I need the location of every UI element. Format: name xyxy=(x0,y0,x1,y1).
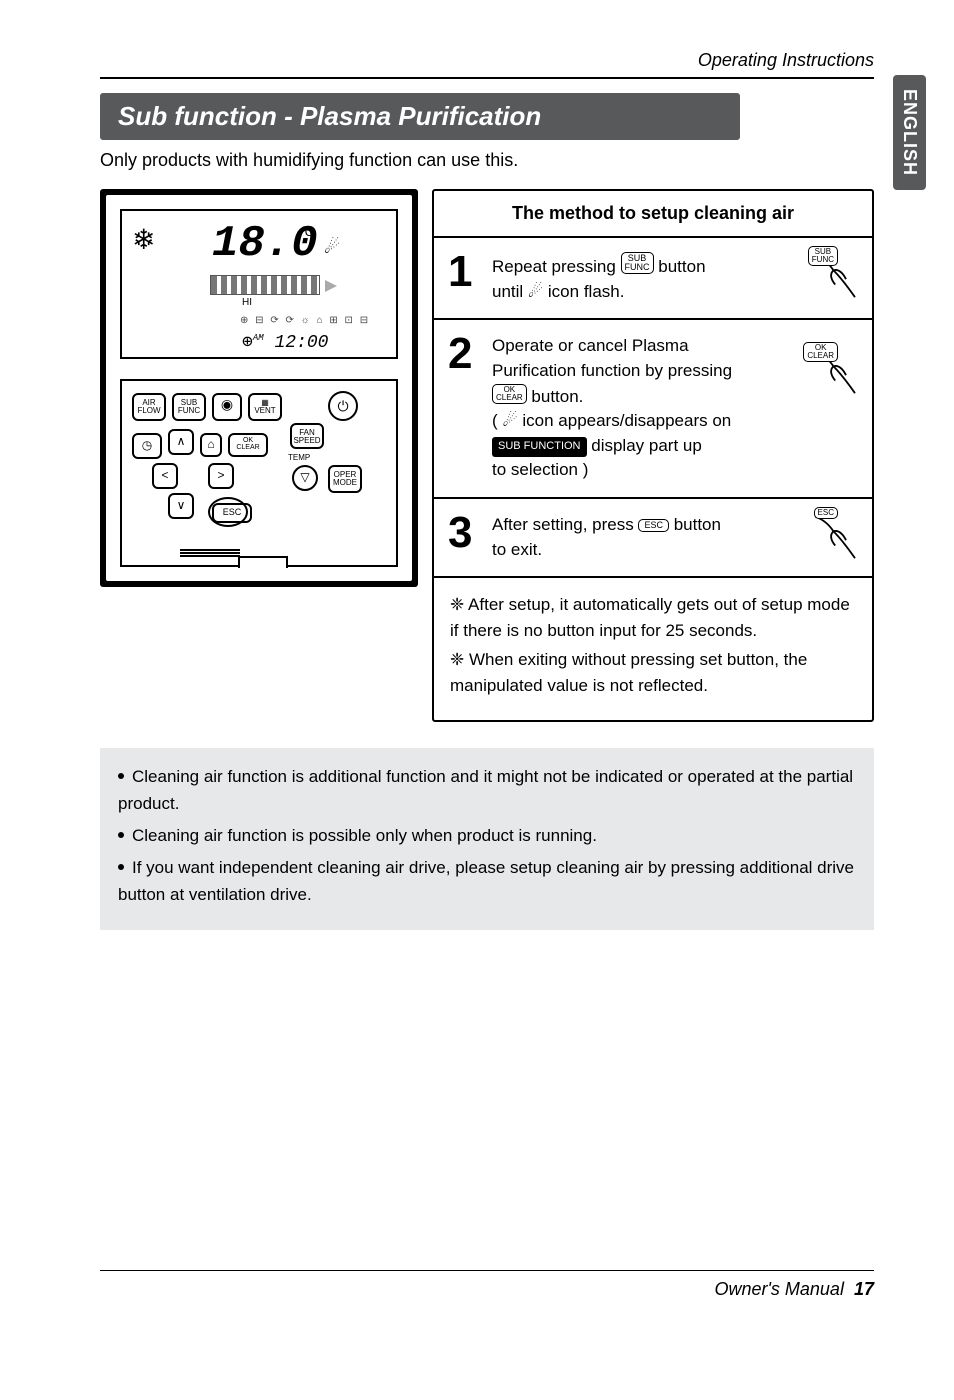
step-text: ( xyxy=(492,411,502,430)
air-flow-button: AIRFLOW xyxy=(132,393,166,421)
step-text: to selection ) xyxy=(492,460,588,479)
note-text: ❈ After setup, it automatically gets out… xyxy=(450,592,856,643)
lcd-time: 12:00 xyxy=(274,333,328,353)
remote-column: ❄ 18.0 °C ☄ HI ⊕ ⊟ ⟳ ⟳ ☼ ⌂ ⊞ ⊡ ⊟ ⊕AM 12:… xyxy=(100,189,418,587)
step-body: After setting, press ESC button to exit. xyxy=(492,513,858,562)
step-text: Repeat pressing xyxy=(492,257,621,276)
step-text: Purification function by pressing xyxy=(492,361,732,380)
clock-prefix-icon: ⊕ xyxy=(242,333,253,353)
nav-up-button: ∧ xyxy=(168,429,194,455)
step-number: 1 xyxy=(448,252,492,304)
fan-speed-button: FANSPEED xyxy=(290,423,324,449)
step-1: 1 Repeat pressing SUBFUNC button until ☄… xyxy=(434,238,872,320)
plasma-icon: ☄ xyxy=(324,237,340,258)
lcd-bars-icon xyxy=(210,275,320,295)
temp-down-button: ▽ xyxy=(292,465,318,491)
lcd-hi-label: HI xyxy=(242,297,252,308)
sub-function-pill: SUB FUNCTION xyxy=(492,437,587,457)
ok-clear-button: OKCLEAR xyxy=(228,433,268,457)
sub-func-mini-icon: SUBFUNC xyxy=(621,252,654,274)
bullet-icon xyxy=(118,832,124,838)
steps-panel: The method to setup cleaning air 1 Repea… xyxy=(432,189,874,722)
nav-right-button: > xyxy=(208,463,234,489)
esc-button: ESC xyxy=(212,503,252,523)
footer-label: Owner's Manual xyxy=(714,1279,844,1299)
breadcrumb: Operating Instructions xyxy=(100,50,874,71)
step-body: Repeat pressing SUBFUNC button until ☄ i… xyxy=(492,252,858,304)
remote-illustration: ❄ 18.0 °C ☄ HI ⊕ ⊟ ⟳ ⟳ ☼ ⌂ ⊞ ⊡ ⊟ ⊕AM 12:… xyxy=(100,189,418,587)
hand-press-icon xyxy=(810,515,864,569)
lcd-icons-row: ⊕ ⊟ ⟳ ⟳ ☼ ⌂ ⊞ ⊡ ⊟ xyxy=(240,315,370,326)
snowflake-icon: ❄ xyxy=(132,223,155,256)
main-row: ❄ 18.0 °C ☄ HI ⊕ ⊟ ⟳ ⟳ ☼ ⌂ ⊞ ⊡ ⊟ ⊕AM 12:… xyxy=(100,189,874,722)
info-box: Cleaning air function is additional func… xyxy=(100,748,874,930)
info-text: Cleaning air function is possible only w… xyxy=(132,826,597,845)
remote-foot-icon xyxy=(238,556,288,568)
speaker-slit-icon xyxy=(180,549,240,557)
step-text: button. xyxy=(531,387,583,406)
nav-left-button: < xyxy=(152,463,178,489)
lcd-clock: ⊕AM 12:00 xyxy=(242,331,328,353)
sub-func-button: SUBFUNC xyxy=(172,393,206,421)
temp-label: TEMP xyxy=(288,453,310,462)
step-text: display part up xyxy=(591,436,702,455)
esc-mini-icon: ESC xyxy=(638,519,669,532)
steps-heading: The method to setup cleaning air xyxy=(434,191,872,238)
header-rule xyxy=(100,77,874,79)
page-number: 17 xyxy=(854,1279,874,1299)
info-text: Cleaning air function is additional func… xyxy=(118,767,853,812)
step-3: 3 After setting, press ESC button to exi… xyxy=(434,499,872,578)
intro-text: Only products with humidifying function … xyxy=(100,150,874,171)
section-title: Sub function - Plasma Purification xyxy=(100,93,740,140)
esc-mini-icon: ESC xyxy=(814,507,838,519)
timer-button: ◷ xyxy=(132,433,162,459)
info-bullet: Cleaning air function is additional func… xyxy=(118,764,856,817)
ok-clear-mini-icon: OKCLEAR xyxy=(803,342,838,362)
vent-button: ▦VENT xyxy=(248,393,282,421)
plasma-icon: ☄ xyxy=(528,282,543,301)
step-text: button xyxy=(658,257,705,276)
lcd-screen: ❄ 18.0 °C ☄ HI ⊕ ⊟ ⟳ ⟳ ☼ ⌂ ⊞ ⊡ ⊟ ⊕AM 12:… xyxy=(120,209,398,359)
lcd-am: AM xyxy=(253,333,264,343)
step-text: button xyxy=(674,515,721,534)
step-text: icon flash. xyxy=(548,282,625,301)
step-text: Operate or cancel Plasma xyxy=(492,336,689,355)
sub-func-mini-icon: SUBFUNC xyxy=(808,246,838,266)
info-text: If you want independent cleaning air dri… xyxy=(118,858,854,903)
step-text: until xyxy=(492,282,528,301)
target-button: ◉ xyxy=(212,393,242,421)
power-button: ⏻ xyxy=(328,391,358,421)
bullet-icon xyxy=(118,773,124,779)
info-bullet: Cleaning air function is possible only w… xyxy=(118,823,856,849)
lock-button: ⌂ xyxy=(200,433,222,457)
nav-down-button: ∨ xyxy=(168,493,194,519)
oper-mode-button: OPERMODE xyxy=(328,465,362,493)
step-text: icon appears/disappears on xyxy=(522,411,731,430)
step-text: to exit. xyxy=(492,540,542,559)
plasma-icon: ☄ xyxy=(502,411,517,430)
step-notes: ❈ After setup, it automatically gets out… xyxy=(434,578,872,720)
note-text: ❈ When exiting without pressing set butt… xyxy=(450,647,856,698)
info-bullet: If you want independent cleaning air dri… xyxy=(118,855,856,908)
button-panel: AIRFLOW SUBFUNC ◉ ▦VENT ⏻ △ FANSPEED ◷ ∧… xyxy=(120,379,398,567)
lcd-temp-unit: °C xyxy=(300,225,313,239)
step-number: 3 xyxy=(448,513,492,562)
ok-clear-mini-icon: OKCLEAR xyxy=(492,384,527,404)
bullet-icon xyxy=(118,864,124,870)
step-number: 2 xyxy=(448,334,492,483)
page-footer: Owner's Manual 17 xyxy=(100,1270,874,1300)
step-text: After setting, press xyxy=(492,515,638,534)
language-tab: ENGLISH xyxy=(893,75,926,190)
step-2: 2 Operate or cancel Plasma Purification … xyxy=(434,320,872,499)
